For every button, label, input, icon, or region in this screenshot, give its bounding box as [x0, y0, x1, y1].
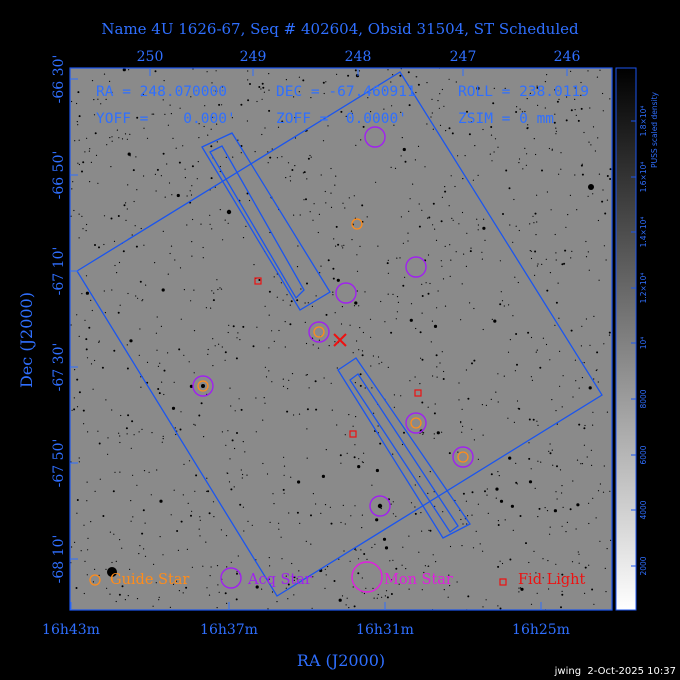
y-axis-label: Dec (J2000) — [17, 292, 36, 388]
legend-mon-symbol — [351, 561, 383, 593]
legend-fid-symbol — [499, 578, 507, 586]
acq-star-marker[interactable] — [364, 126, 386, 148]
y-tick-label: -66 30' — [51, 55, 67, 104]
colorbar-tick-label: 8000 — [639, 389, 648, 408]
acq-star-marker[interactable] — [335, 282, 357, 304]
colorbar-tick-label: 2000 — [639, 556, 648, 575]
fid-light-marker[interactable] — [254, 277, 262, 285]
chart-title: Name 4U 1626-67, Seq # 402604, Obsid 315… — [101, 20, 579, 38]
acq-star-marker[interactable] — [369, 495, 391, 517]
legend-acq-label: Acq Star — [247, 572, 312, 588]
acq-star-marker[interactable] — [192, 375, 214, 397]
colorbar-ticks — [631, 120, 636, 567]
legend-guide-symbol — [89, 574, 101, 586]
top-tick-label: 249 — [240, 49, 267, 65]
background-stars — [70, 68, 612, 610]
y-tick-label: -67 10' — [51, 247, 67, 296]
footer-stamp: jwing 2-Oct-2025 10:37 — [554, 666, 676, 677]
roll-readout: ROLL = 238.0119 — [458, 84, 589, 100]
x-tick-label: 16h25m — [512, 622, 570, 638]
y-tick-label: -66 50' — [51, 151, 67, 200]
top-tick-label: 246 — [554, 49, 581, 65]
colorbar-tick-label: 1.4×10⁴ — [639, 217, 648, 248]
ra-readout: RA = 248.070000 — [96, 84, 227, 100]
y-tick-label: -68 10' — [51, 535, 67, 584]
dec-readout: DEC = -67.460911 — [276, 84, 416, 100]
legend-acq-symbol — [220, 567, 242, 589]
top-tick-label: 248 — [345, 49, 372, 65]
acq-star-marker[interactable] — [308, 321, 330, 343]
x-tick-label: 16h31m — [356, 622, 414, 638]
legend-guide-label: Guide Star — [110, 572, 189, 588]
guide-star-marker[interactable] — [351, 218, 363, 230]
acq-star-marker[interactable] — [405, 256, 427, 278]
colorbar-label: PUSS scaled density — [650, 91, 659, 167]
x-tick-label: 16h43m — [42, 622, 100, 638]
guide-star-marker[interactable] — [313, 326, 325, 338]
zoff-readout: ZOFF = 0.0000' — [276, 111, 407, 127]
spectroscopy-strip-lower-inner — [349, 373, 459, 533]
star-markers — [192, 126, 474, 517]
spectroscopy-strip-lower-outer — [337, 357, 471, 539]
colorbar-tick-label: 1.6×10⁴ — [639, 162, 648, 193]
x-axis-label: RA (J2000) — [297, 651, 385, 670]
axis-ticks — [70, 68, 568, 610]
guide-star-marker[interactable] — [197, 380, 209, 392]
x-tick-label: 16h37m — [200, 622, 258, 638]
legend-fid-label: Fid Light — [518, 572, 585, 588]
colorbar-tick-label: 4000 — [639, 500, 648, 519]
colorbar-tick-label: 1.2×10⁴ — [639, 273, 648, 304]
field-of-view-outline — [76, 71, 603, 597]
acq-star-marker[interactable] — [452, 446, 474, 468]
colorbar-tick-label: 1.8×10⁴ — [639, 106, 648, 137]
y-tick-label: -67 50' — [51, 439, 67, 488]
colorbar — [615, 67, 637, 611]
acq-star-marker[interactable] — [405, 412, 427, 434]
fid-light-marker[interactable] — [414, 389, 422, 397]
spectroscopy-strip-upper-inner — [209, 145, 305, 300]
zsim-readout: ZSIM = 0 mm — [458, 111, 554, 127]
top-tick-label: 247 — [450, 49, 477, 65]
spectroscopy-strip-upper-outer — [201, 132, 331, 311]
fid-light-marker[interactable] — [349, 430, 357, 438]
guide-star-marker[interactable] — [457, 451, 469, 463]
yoff-readout: YOFF = 0.000' — [96, 111, 236, 127]
legend-mon-label: Mon Star — [384, 572, 453, 588]
legend: Guide Star Acq Star Mon Star Fid Light — [89, 561, 585, 593]
colorbar-tick-label: 10⁴ — [639, 337, 648, 350]
y-tick-label: -67 30' — [51, 343, 67, 392]
plot-frame — [69, 67, 613, 611]
imaging-array-outline — [76, 71, 603, 597]
top-tick-label: 250 — [137, 49, 164, 65]
fid-light-markers — [254, 277, 422, 438]
target-marker — [333, 333, 347, 347]
colorbar-tick-label: 6000 — [639, 445, 648, 464]
guide-star-marker[interactable] — [410, 417, 422, 429]
